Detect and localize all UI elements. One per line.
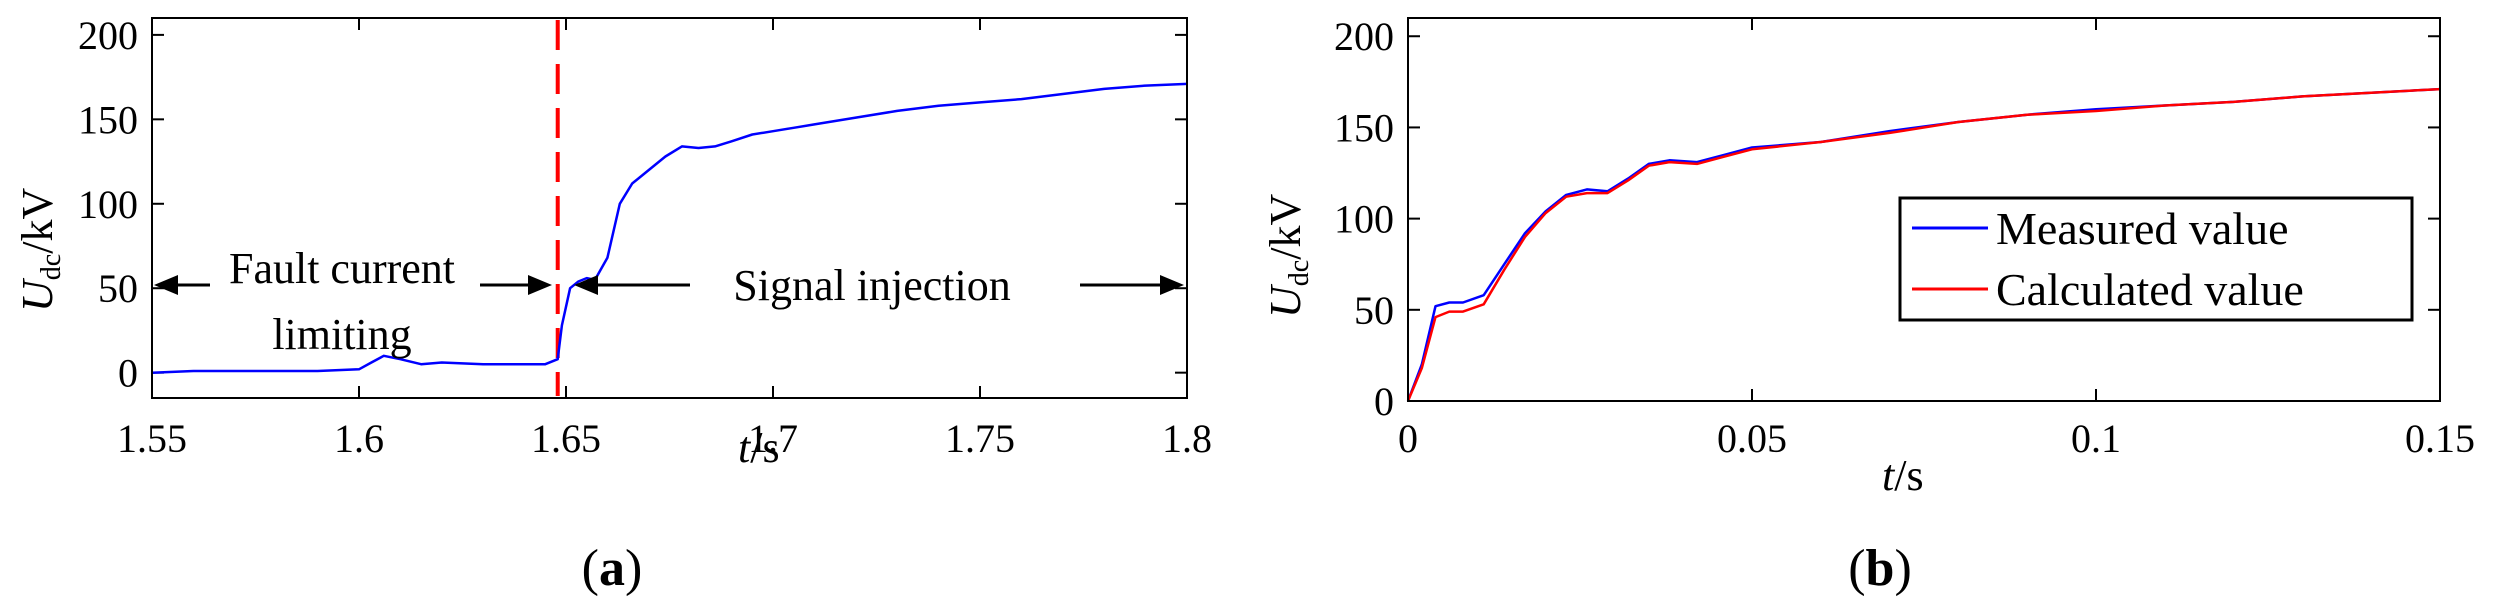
y-tick-label-b-4: 200 <box>1334 14 1394 59</box>
chart-b-series <box>1406 87 2441 402</box>
y-tick-label-b-3: 150 <box>1334 105 1394 150</box>
chart-b-axes-box <box>1407 17 2441 402</box>
x-tick-label-a-5: 1.8 <box>1162 416 1212 461</box>
annotation-left-line1: Fault current <box>229 244 455 293</box>
y-tick-label-a-2: 100 <box>78 182 138 227</box>
y-tick-label-b-2: 100 <box>1334 197 1394 242</box>
series-line-a-0 <box>151 82 1188 374</box>
chart-a: 1.55 1.6 1.65 1.7 1.75 1.8 0 50 100 150 200 Fault … <box>13 13 1212 597</box>
chart-b: 0 0.05 0.1 0.15 0 50 100 150 200 Measured value … <box>1261 14 2475 597</box>
chart-a-xlabel: t/s <box>738 423 780 472</box>
chart-a-annotation-left: Fault current limiting <box>154 244 552 359</box>
chart-a-ylabel: Udc/kV <box>13 188 67 312</box>
x-tick-label-a-4: 1.75 <box>945 416 1015 461</box>
x-tick-label-b-1: 0.05 <box>1717 416 1787 461</box>
annotation-right-arrowhead-a <box>574 275 598 295</box>
y-tick-label-a-4: 200 <box>78 13 138 58</box>
legend-label-measured: Measured value <box>1996 203 2289 254</box>
annotation-right-label: Signal injection <box>733 261 1010 310</box>
chart-a-ticks: 1.55 1.6 1.65 1.7 1.75 1.8 0 50 100 150 200 <box>78 13 1212 461</box>
y-tick-label-b-1: 50 <box>1354 288 1394 333</box>
chart-b-ticks: 0 0.05 0.1 0.15 0 50 100 150 200 <box>1334 14 2475 461</box>
y-tick-label-b-0: 0 <box>1374 379 1394 424</box>
panel-label-b: (b) <box>1848 540 1912 597</box>
chart-b-ylabel: Udc/kV <box>1261 194 1315 318</box>
x-tick-label-b-2: 0.1 <box>2071 416 2121 461</box>
x-tick-label-a-1: 1.6 <box>334 416 384 461</box>
x-tick-label-a-0: 1.55 <box>117 416 187 461</box>
x-tick-label-b-0: 0 <box>1398 416 1418 461</box>
x-tick-label-a-2: 1.65 <box>531 416 601 461</box>
annotation-left-line2: limiting <box>272 310 411 359</box>
legend-box <box>1898 196 2414 322</box>
y-tick-label-a-1: 50 <box>98 266 138 311</box>
chart-a-annotation-right: Signal injection <box>574 261 1184 310</box>
chart-a-axes-box <box>151 17 1188 399</box>
chart-a-series <box>151 20 1188 396</box>
legend-label-calculated: Calculated value <box>1996 264 2304 315</box>
annotation-left-arrowhead-a <box>154 275 178 295</box>
x-tick-label-b-3: 0.15 <box>2405 416 2475 461</box>
chart-b-legend: Measured value Calculated value <box>1898 196 2414 322</box>
x-tick-label-a-3: 1.7 <box>748 416 798 461</box>
series-line-b-1 <box>1406 87 2441 402</box>
y-tick-label-a-0: 0 <box>118 351 138 396</box>
annotation-right-arrowhead-b <box>1160 275 1184 295</box>
chart-b-xlabel: t/s <box>1882 451 1924 500</box>
panel-label-a: (a) <box>582 540 643 597</box>
annotation-left-arrowhead-b <box>528 275 552 295</box>
y-tick-label-a-3: 150 <box>78 97 138 142</box>
